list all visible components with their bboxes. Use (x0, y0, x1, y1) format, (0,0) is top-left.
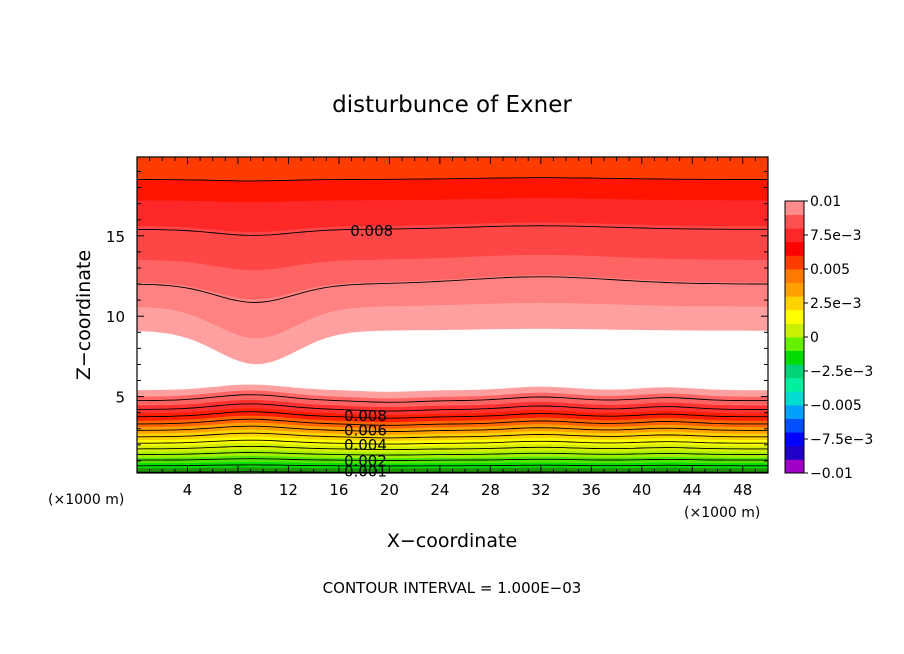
contour-label-5: 0.001 (344, 462, 387, 480)
colorbar-swatch-12 (785, 296, 804, 311)
contour-label-4: 0.002 (344, 452, 387, 470)
colorbar-label-1: 7.5e−3 (810, 228, 862, 244)
x-tick-label-8: 8 (233, 481, 243, 499)
colorbar-swatch-3 (785, 418, 804, 433)
colorbar-label-5: −2.5e−3 (810, 364, 873, 380)
x-tick-label-48: 48 (733, 481, 752, 499)
colorbar-label-8: −0.01 (810, 466, 853, 482)
x-tick-label-28: 28 (481, 481, 500, 499)
contour-line-14 (137, 177, 768, 182)
colorbar-swatch-15 (785, 255, 804, 270)
contour-line-12 (137, 276, 768, 303)
colorbar-label-0: 0.01 (810, 194, 841, 210)
y-axis-label: Z−coordinate (73, 250, 95, 380)
contour-line-5 (137, 439, 768, 445)
colorbar-swatch-4 (785, 405, 804, 419)
colorbar-swatch-8 (785, 350, 804, 365)
colorbar-label-6: −0.005 (810, 398, 862, 414)
colorbar-swatch-13 (785, 282, 804, 297)
x-tick-label-32: 32 (531, 481, 550, 499)
contour-line-9 (137, 411, 768, 419)
contour-label-1: 0.008 (344, 407, 387, 425)
x-tick-label-36: 36 (582, 481, 601, 499)
colorbar-swatch-5 (785, 391, 804, 406)
contour-band-20 (137, 157, 768, 181)
x-tick-label-4: 4 (183, 481, 193, 499)
colorbar-swatch-7 (785, 364, 804, 379)
colorbar-swatch-16 (785, 241, 804, 256)
x-tick-label-44: 44 (683, 481, 702, 499)
colorbar-swatch-14 (785, 269, 804, 283)
contour-line-3 (137, 452, 768, 456)
contour-line-7 (137, 425, 768, 433)
x-tick-label-24: 24 (430, 481, 449, 499)
contour-line-6 (137, 432, 768, 439)
colorbar-label-2: 0.005 (810, 262, 850, 278)
colorbar: 0.01 7.5e−3 0.005 2.5e−3 0 −2.5e−3 −0.005 −7.5e… (784, 194, 873, 482)
colorbar-swatch-2 (785, 432, 804, 447)
contour-interval-note: CONTOUR INTERVAL = 1.000E−03 (323, 579, 582, 597)
colorbar-swatch-9 (785, 337, 804, 351)
colorbar-label-7: −7.5e−3 (810, 432, 873, 448)
colorbar-label-3: 2.5e−3 (810, 296, 862, 312)
y-tick-label-15: 15 (106, 228, 125, 246)
y-tick-label-5: 5 (115, 389, 125, 407)
x-tick-label-20: 20 (380, 481, 399, 499)
colorbar-swatch-18 (785, 214, 804, 229)
contour-plot-area (137, 157, 768, 473)
contour-label-2: 0.006 (344, 421, 387, 439)
contour-line-4 (137, 445, 768, 451)
contour-line-8 (137, 418, 768, 426)
colorbar-label-4: 0 (810, 330, 819, 346)
x-tick-label-12: 12 (279, 481, 298, 499)
contour-line-13 (137, 225, 768, 236)
colorbar-swatch-1 (785, 445, 804, 460)
x-axis-label: X−coordinate (387, 530, 517, 552)
y-tick-label-10: 10 (106, 308, 125, 326)
x-tick-label-40: 40 (632, 481, 651, 499)
colorbar-swatch-6 (785, 377, 804, 392)
contour-line-2 (137, 458, 768, 461)
colorbar-swatch-0 (785, 459, 804, 474)
x-unit-left: (×1000 m) (48, 492, 124, 508)
colorbar-swatch-19 (785, 201, 804, 215)
x-tick-label-16: 16 (329, 481, 348, 499)
contour-line-10 (137, 403, 768, 412)
chart-title: disturbunce of Exner (332, 92, 572, 118)
contour-line-1 (137, 464, 768, 467)
x-unit-right: (×1000 m) (684, 505, 760, 521)
colorbar-swatch-10 (785, 323, 804, 338)
contour-line-11 (137, 394, 768, 403)
contour-label-0: 0.008 (350, 222, 393, 240)
colorbar-swatch-17 (785, 228, 804, 243)
colorbar-swatch-11 (785, 309, 804, 324)
contour-label-3: 0.004 (344, 436, 387, 454)
